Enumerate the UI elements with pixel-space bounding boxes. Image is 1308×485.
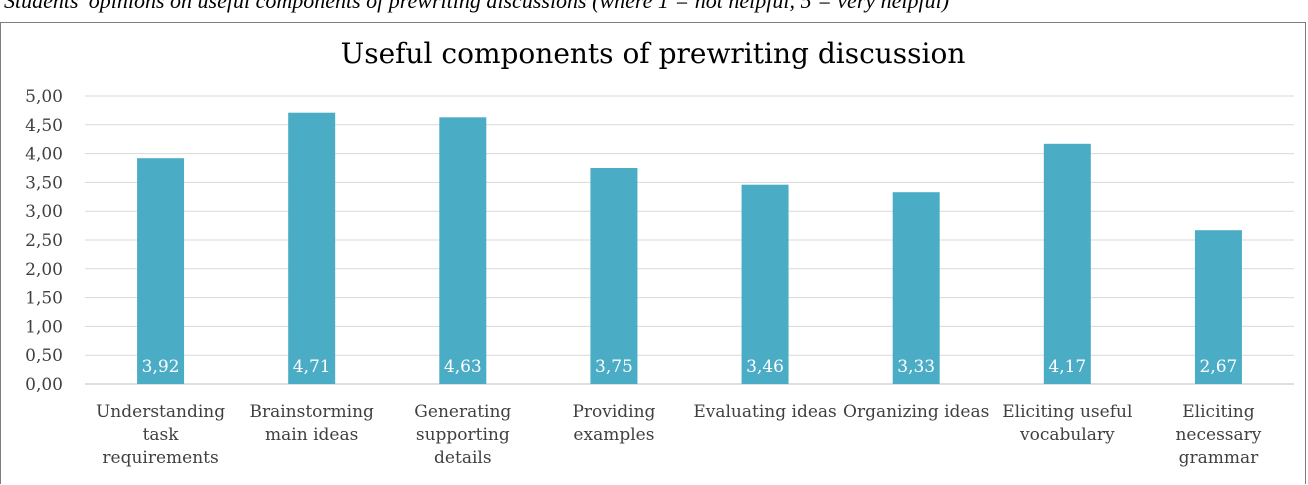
y-tick-label: 2,50 [25,231,63,251]
bar [892,192,940,384]
data-label: 3,75 [595,357,633,377]
data-label: 3,92 [142,357,180,377]
x-tick-label: Brainstorming main ideas [249,402,374,445]
data-label: 2,67 [1200,357,1238,377]
y-tick-label: 3,00 [25,202,63,222]
y-tick-label: 5,00 [25,87,63,107]
bar [741,184,789,384]
bar [1043,143,1091,384]
bar-chart: Useful components of prewriting discussi… [25,37,1294,468]
x-tick-label: Understanding task requirements [96,402,225,468]
data-label: 4,71 [293,357,331,377]
x-tick-label: Eliciting necessary grammar [1175,402,1261,468]
y-tick-label: 1,00 [25,317,63,337]
y-tick-label: 1,50 [25,289,63,309]
x-tick-label: Providing examples [572,402,655,445]
x-tick-label: Eliciting useful vocabulary [1002,402,1132,445]
data-label: 4,17 [1048,357,1086,377]
y-tick-label: 4,50 [25,116,63,136]
bar [288,112,336,384]
data-label: 3,46 [746,357,784,377]
y-tick-label: 0,00 [25,375,63,395]
gridlines [85,95,1294,385]
chart-frame: Useful components of prewriting discussi… [0,22,1306,484]
bar [137,158,185,384]
bars [137,112,1242,384]
data-label: 4,63 [444,357,482,377]
data-labels: 3,92 4,71 4,63 3,75 3,46 3,33 4,17 2,67 [142,357,1238,377]
y-tick-label: 0,50 [25,346,63,366]
y-tick-label: 2,00 [25,260,63,280]
data-label: 3,33 [897,357,935,377]
x-axis-ticks: Understanding task requirements Brainstormi… [96,402,1262,468]
bar [590,168,638,384]
y-tick-label: 3,50 [25,173,63,193]
bar [439,117,487,384]
y-tick-label: 4,00 [25,145,63,165]
x-tick-label: Evaluating ideas [693,402,836,422]
x-tick-label: Organizing ideas [843,402,989,422]
figure-caption: Students' opinions on useful components … [4,0,950,13]
y-axis-ticks: 0,00 0,50 1,00 1,50 2,00 2,50 3,00 3,50 4,00 4,50… [25,87,63,395]
bar [1194,230,1242,384]
chart-title: Useful components of prewriting discussi… [341,37,966,70]
x-tick-label: Generating supporting details [414,402,511,468]
